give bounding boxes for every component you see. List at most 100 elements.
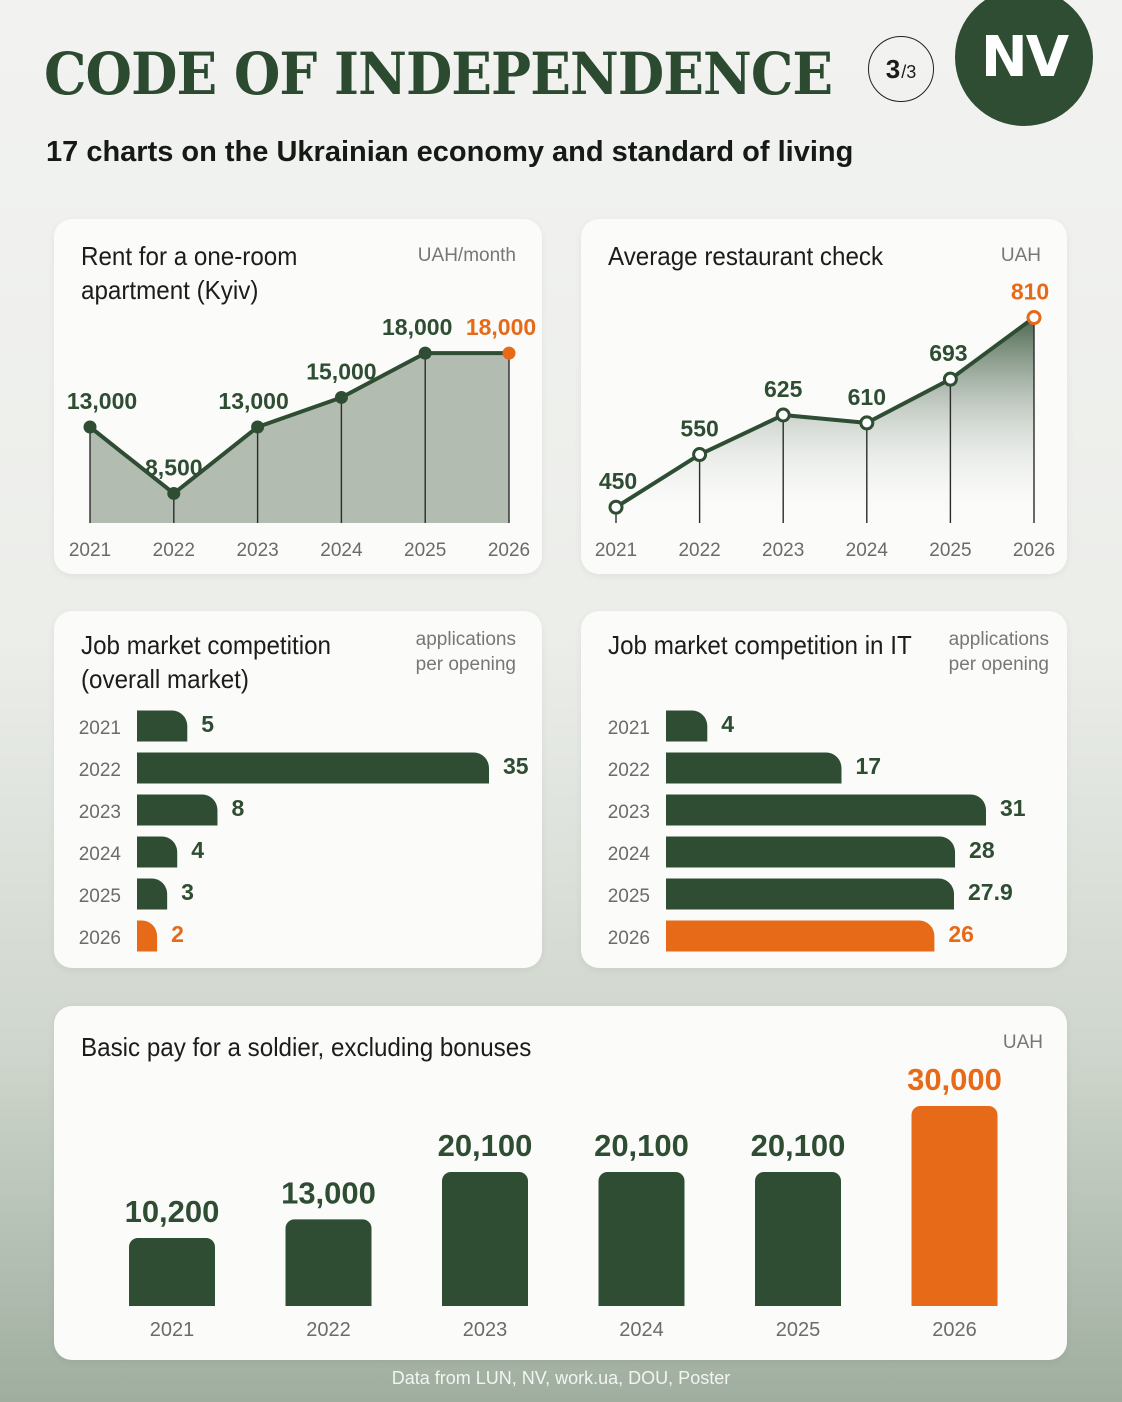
- data-label: 8,500: [145, 454, 203, 480]
- bar: [137, 920, 158, 952]
- x-tick-label: 2024: [846, 540, 889, 561]
- data-label: 26: [948, 921, 974, 947]
- y-tick-label: 2023: [608, 802, 650, 823]
- chart-unit-line: per opening: [415, 654, 516, 675]
- bar: [666, 794, 986, 826]
- data-label: 18,000: [466, 314, 536, 340]
- chart-title: Average restaurant check: [608, 239, 883, 273]
- job-market-chart-card: Job market competition (overall market) …: [54, 611, 542, 968]
- bar: [911, 1106, 998, 1306]
- restaurant-line-chart: 450 2021 550 2022 625 2023 610 2024 693 2025 810 20…: [595, 279, 1055, 561]
- data-label: 20,100: [594, 1128, 689, 1163]
- data-point: [1026, 310, 1042, 326]
- chart-unit-line: applications: [948, 629, 1049, 650]
- soldier-pay-chart-card: Basic pay for a soldier, excluding bonus…: [54, 1006, 1067, 1360]
- page-total: /3: [901, 61, 917, 82]
- data-label: 810: [1011, 279, 1049, 305]
- chart-unit: applications per opening: [416, 627, 516, 677]
- chart-title: Job market competition in IT: [608, 628, 912, 662]
- x-tick-label: 2022: [153, 540, 195, 561]
- data-label: 27.9: [968, 879, 1013, 905]
- rent-area-chart: 13,000 2021 8,500 2022 13,000 2023 15,000 2024 1…: [67, 314, 536, 561]
- data-label: 610: [848, 384, 886, 410]
- chart-unit: applications per opening: [949, 627, 1049, 677]
- data-point: [692, 447, 708, 463]
- x-tick-label: 2021: [595, 540, 637, 561]
- nv-logo: NV: [955, 0, 1093, 126]
- y-tick-label: 2022: [79, 760, 121, 781]
- data-label: 13,000: [281, 1175, 376, 1210]
- chart-title: Rent for a one-room apartment (Kyiv): [81, 239, 297, 307]
- data-label: 4: [191, 837, 204, 863]
- x-tick-label: 2024: [320, 540, 363, 561]
- chart-unit-line: per opening: [948, 654, 1049, 675]
- page-indicator: 3/3: [868, 36, 934, 102]
- y-tick-label: 2024: [79, 844, 122, 865]
- chart-title-line: Average restaurant check: [608, 241, 884, 271]
- data-label: 4: [721, 711, 734, 737]
- chart-area-fill: [90, 353, 509, 523]
- data-label: 17: [855, 753, 881, 779]
- data-label: 5: [201, 711, 214, 737]
- bar: [666, 920, 935, 952]
- x-tick-label: 2022: [678, 540, 720, 561]
- data-label: 35: [503, 753, 529, 779]
- x-tick-label: 2023: [762, 540, 804, 561]
- page-current: 3: [885, 53, 901, 84]
- data-label: 31: [1000, 795, 1026, 821]
- data-label: 3: [181, 879, 194, 905]
- bar: [666, 878, 954, 910]
- x-tick-label: 2026: [488, 540, 530, 561]
- data-label: 625: [764, 376, 803, 402]
- data-label: 18,000: [382, 314, 452, 340]
- y-tick-label: 2023: [79, 802, 121, 823]
- data-label: 30,000: [907, 1062, 1002, 1097]
- data-point: [251, 420, 265, 434]
- data-point: [608, 499, 624, 515]
- bar: [137, 794, 218, 826]
- it-job-market-bar-chart: 2021 4 2022 17 2023 31 2024 28 2025 27.9 2026 26: [608, 710, 1026, 952]
- data-label: 10,200: [125, 1194, 220, 1229]
- chart-unit: UAH/month: [417, 245, 516, 266]
- bar: [137, 710, 188, 742]
- y-tick-label: 2021: [79, 718, 121, 739]
- chart-unit: UAH: [1002, 1032, 1043, 1053]
- data-label: 20,100: [751, 1128, 846, 1163]
- data-point: [502, 346, 516, 360]
- bar: [137, 878, 168, 910]
- data-label: 450: [599, 468, 637, 494]
- bar: [598, 1172, 685, 1306]
- data-source-footer: Data from LUN, NV, work.ua, DOU, Poster: [391, 1368, 731, 1388]
- y-tick-label: 2025: [608, 886, 650, 907]
- rent-chart-card: Rent for a one-room apartment (Kyiv) UAH…: [54, 219, 542, 574]
- data-point: [418, 346, 432, 360]
- data-point: [83, 420, 97, 434]
- data-label: 13,000: [67, 388, 137, 414]
- chart-title: Job market competition (overall market): [81, 628, 331, 696]
- x-tick-label: 2023: [236, 540, 278, 561]
- data-point: [775, 407, 791, 423]
- data-label: 2: [171, 921, 184, 947]
- bar: [137, 836, 178, 868]
- x-tick-label: 2023: [463, 1319, 508, 1341]
- bar: [666, 836, 956, 868]
- bar: [755, 1172, 841, 1306]
- data-label: 8: [231, 795, 244, 821]
- data-point: [859, 415, 875, 431]
- bar: [129, 1238, 215, 1306]
- x-tick-label: 2025: [929, 540, 971, 561]
- bar: [666, 710, 708, 742]
- x-tick-label: 2021: [150, 1319, 195, 1341]
- series-line: [614, 315, 1036, 509]
- chart-unit-line: applications: [415, 629, 516, 650]
- data-label: 693: [929, 340, 967, 366]
- soldier-pay-bar-chart: 10,200 2021 13,000 2022 20,100 2023 20,100 2024…: [125, 1062, 1002, 1341]
- it-job-market-chart-card: Job market competition in IT application…: [581, 611, 1067, 968]
- job-market-bar-chart: 2021 5 2022 35 2023 8 2024 4 2025 3 2026 2: [79, 710, 529, 952]
- y-tick-label: 2026: [608, 928, 650, 949]
- data-point: [334, 390, 348, 404]
- chart-title-line: Basic pay for a soldier, excluding bonus…: [81, 1032, 532, 1062]
- chart-unit: UAH: [1000, 245, 1041, 266]
- series-line: [88, 351, 509, 496]
- x-tick-label: 2025: [404, 540, 446, 561]
